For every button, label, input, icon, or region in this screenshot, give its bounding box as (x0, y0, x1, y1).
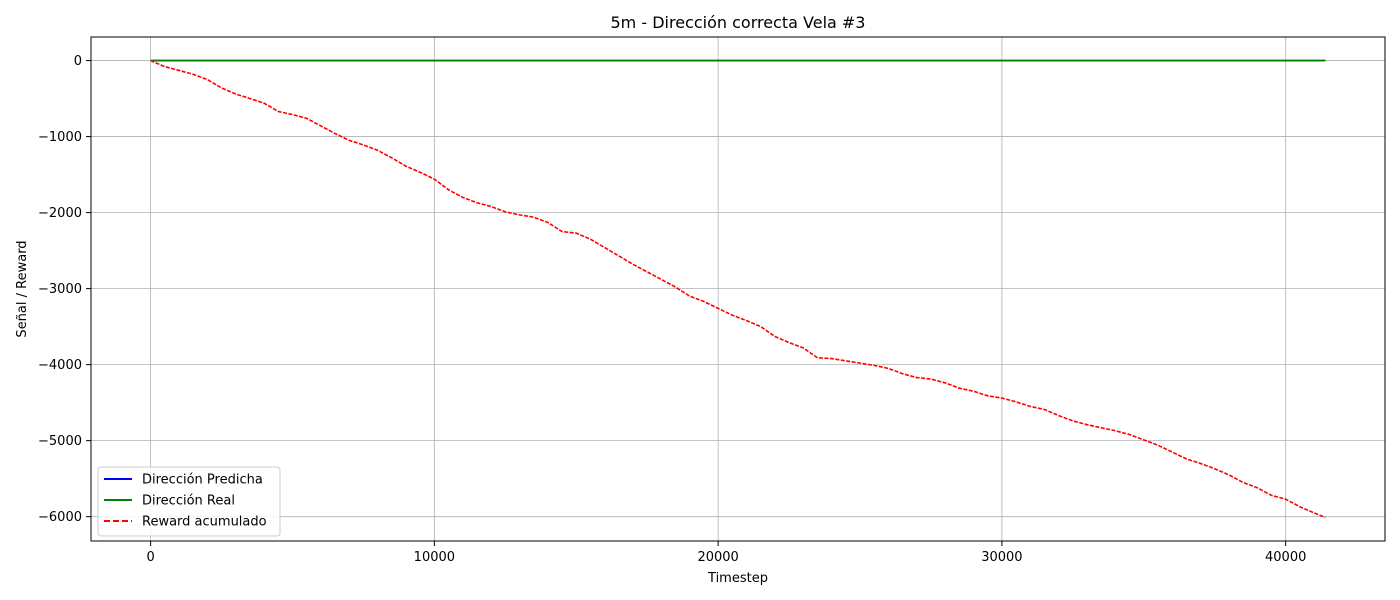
x-tick-label: 40000 (1265, 550, 1306, 565)
legend-label-reward: Reward acumulado (142, 515, 267, 530)
chart-title: 5m - Dirección correcta Vela #3 (611, 13, 866, 32)
y-axis-label: Señal / Reward (15, 240, 30, 337)
legend-entry-real: Dirección Real (104, 494, 235, 509)
grid (91, 37, 1385, 541)
legend-box (97, 466, 281, 537)
x-axis-label: Timestep (707, 571, 768, 586)
x-tick-label: 0 (146, 550, 154, 565)
series-reward-acumulado (150, 59, 1326, 519)
ticks: 0 10000 20000 30000 40000 0 −1000 −2000 −3000 −40… (38, 54, 1306, 565)
y-tick-label: −2000 (38, 206, 82, 221)
y-tick-label: −5000 (38, 434, 82, 449)
y-tick-label: −4000 (38, 358, 82, 373)
y-tick-label: −1000 (38, 130, 82, 145)
x-tick-label: 30000 (981, 550, 1022, 565)
y-tick-label: 0 (74, 54, 82, 69)
y-tick-label: −3000 (38, 282, 82, 297)
legend: Dirección Predicha Dirección Real Reward… (97, 466, 281, 537)
y-tick-label: −6000 (38, 510, 82, 525)
x-tick-label: 10000 (414, 550, 455, 565)
series-layer (150, 59, 1326, 519)
legend-label-real: Dirección Real (142, 494, 235, 509)
legend-entry-predicha: Dirección Predicha (104, 473, 263, 488)
legend-entry-reward: Reward acumulado (104, 515, 267, 530)
x-tick-label: 20000 (697, 550, 738, 565)
legend-label-predicha: Dirección Predicha (142, 473, 263, 488)
